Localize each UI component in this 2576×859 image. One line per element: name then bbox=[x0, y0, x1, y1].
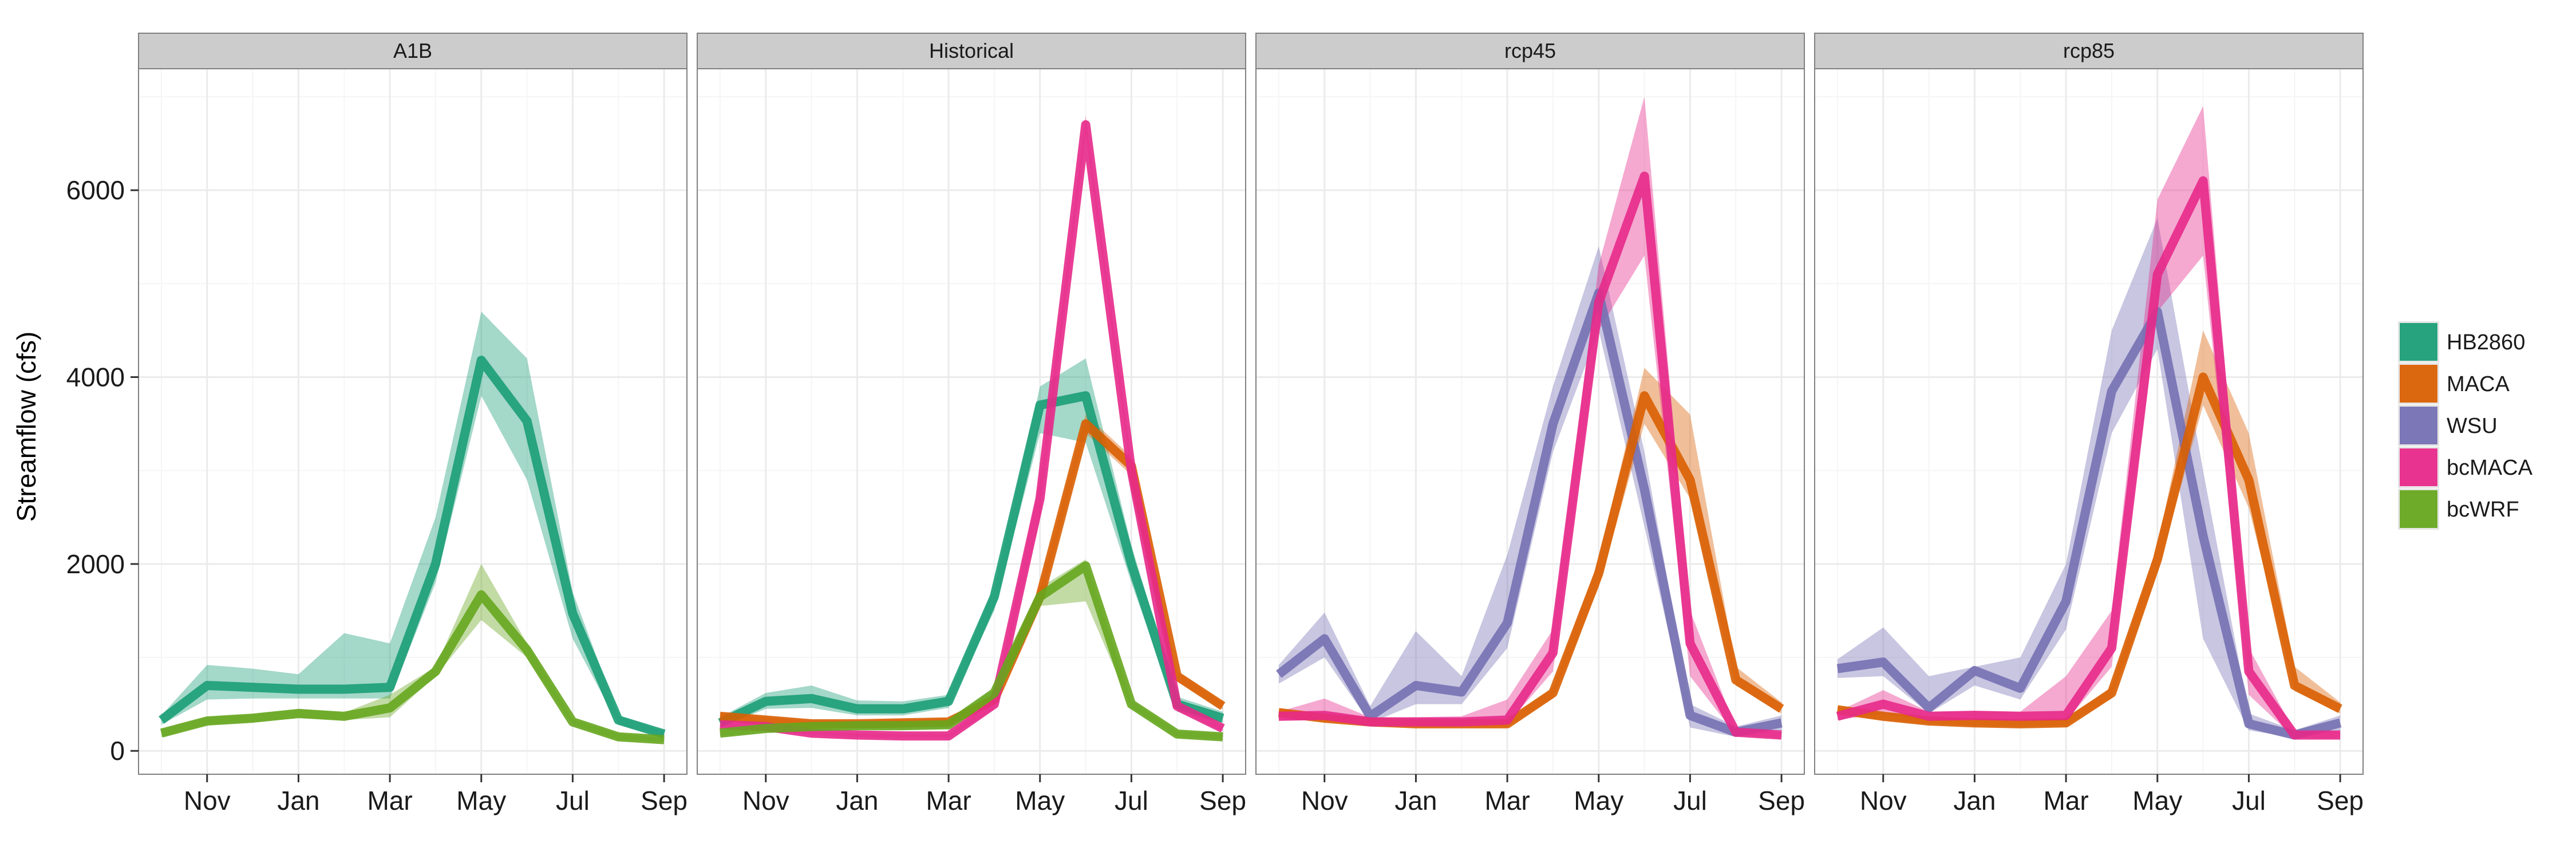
series-line-maca bbox=[1836, 372, 2342, 728]
legend-label: WSU bbox=[2447, 414, 2498, 438]
series-line-bcwrf bbox=[160, 590, 665, 744]
x-tick-label: May bbox=[1015, 786, 1065, 815]
ribbon-wsu bbox=[1278, 246, 1782, 737]
facet-strip-label: Historical bbox=[929, 39, 1014, 62]
legend-key-swatch bbox=[2400, 407, 2437, 444]
x-tick-label: Jan bbox=[277, 786, 319, 815]
legend-label: bcMACA bbox=[2447, 456, 2533, 480]
x-tick-label: Jul bbox=[1115, 786, 1148, 815]
y-tick-label: 0 bbox=[110, 736, 125, 766]
ribbon-hb2860 bbox=[161, 312, 665, 737]
legend: HB2860 MACA WSU bcMACA bcWRF bbox=[2398, 321, 2533, 530]
facet-panel-rcp85: rcp85 Nov Jan Mar May Jul Sep bbox=[1814, 33, 2364, 815]
legend-item-bcmaca: bcMACA bbox=[2398, 447, 2533, 488]
facet-panel-historical: Historical Nov Jan Mar May Jul Sep bbox=[697, 33, 1246, 815]
facet-strip bbox=[1255, 33, 1805, 69]
x-tick-label: Nov bbox=[1301, 786, 1348, 815]
x-tick-label: Sep bbox=[1758, 786, 1805, 815]
facet-panel-rcp45: rcp45 Nov Jan Mar May Jul Sep bbox=[1255, 33, 1805, 815]
series-line-bcmaca bbox=[1836, 176, 2341, 740]
x-tick-label: Nov bbox=[184, 786, 231, 815]
series-line-hb2860 bbox=[159, 356, 666, 739]
legend-label: HB2860 bbox=[2447, 330, 2525, 354]
y-tick-label: 6000 bbox=[66, 175, 125, 205]
plot-background bbox=[1815, 69, 2363, 774]
x-tick-label: Jan bbox=[1394, 786, 1437, 815]
x-tick-label: Mar bbox=[1484, 786, 1530, 815]
legend-key-swatch bbox=[2400, 490, 2437, 528]
y-tick-label: 4000 bbox=[66, 362, 125, 392]
legend-label: bcWRF bbox=[2447, 498, 2519, 522]
legend-item-bcwrf: bcWRF bbox=[2398, 488, 2519, 530]
x-tick-label: Jul bbox=[2232, 786, 2266, 815]
series-line-bcmaca bbox=[720, 120, 1225, 741]
facet-panels: A1B Nov Jan Mar May Jul Sep Historical Nov Jan Mar… bbox=[138, 33, 2364, 815]
x-tick-label: Mar bbox=[367, 786, 412, 815]
x-tick-label: Jan bbox=[836, 786, 878, 815]
x-tick-label: Mar bbox=[926, 786, 971, 815]
facet-strip-label: rcp45 bbox=[1504, 39, 1556, 62]
legend-label: MACA bbox=[2447, 372, 2510, 396]
series-line-bcmaca bbox=[1278, 171, 1782, 740]
series-line-wsu bbox=[1836, 307, 2342, 740]
ribbon-maca bbox=[1837, 330, 2341, 727]
y-axis-title: Streamflow (cfs) bbox=[11, 332, 41, 522]
x-tick-label: May bbox=[456, 786, 506, 815]
x-tick-label: Sep bbox=[1199, 786, 1246, 815]
facet-strip bbox=[697, 33, 1246, 69]
x-tick-label: Jul bbox=[556, 786, 590, 815]
facet-strip bbox=[138, 33, 688, 69]
x-tick-label: Jan bbox=[1953, 786, 1996, 815]
panel-border bbox=[697, 68, 1246, 775]
panel-border bbox=[1814, 68, 2364, 775]
facet-strip-label: rcp85 bbox=[2063, 39, 2115, 62]
panel-border bbox=[1255, 68, 1805, 775]
legend-item-maca: MACA bbox=[2398, 363, 2510, 404]
x-tick-label: Nov bbox=[1860, 786, 1907, 815]
x-tick-label: Nov bbox=[742, 786, 789, 815]
x-tick-label: May bbox=[1574, 786, 1623, 815]
plot-background bbox=[1256, 69, 1804, 774]
legend-key-swatch bbox=[2400, 448, 2437, 486]
facet-panel-a1b: A1B Nov Jan Mar May Jul Sep bbox=[138, 33, 688, 815]
x-tick-label: Jul bbox=[1673, 786, 1707, 815]
legend-key-swatch bbox=[2400, 323, 2437, 361]
x-tick-label: Mar bbox=[2043, 786, 2088, 815]
legend-item-hb2860: HB2860 bbox=[2398, 321, 2525, 362]
legend-item-wsu: WSU bbox=[2398, 405, 2498, 446]
series-line-hb2860 bbox=[718, 391, 1224, 727]
y-tick-label: 2000 bbox=[66, 549, 125, 579]
legend-key-swatch bbox=[2400, 365, 2437, 403]
x-tick-label: Sep bbox=[641, 786, 688, 815]
facet-strip-label: A1B bbox=[393, 39, 432, 62]
series-line-bcwrf bbox=[720, 561, 1223, 742]
x-tick-label: May bbox=[2132, 786, 2182, 815]
x-tick-label: Sep bbox=[2317, 786, 2364, 815]
y-axis: 0 2000 4000 6000 bbox=[66, 175, 139, 766]
panel-border bbox=[138, 68, 688, 775]
series-line-wsu bbox=[1275, 288, 1783, 737]
